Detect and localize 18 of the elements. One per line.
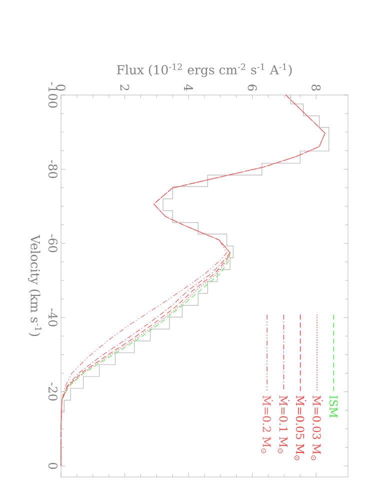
text: Flux (10$^{-12}$ ergs cm$^{-2}$ s$^{-1}$ A$^{-1}$) [116, 63, 292, 78]
text: Ṁ=0.03 M$_{⊙}$ [311, 396, 323, 460]
x-tick-label: 6 [248, 84, 257, 91]
text: Ṁ=0.2 M$_{⊙}$ [261, 396, 273, 454]
text: ISM [330, 396, 338, 418]
x-tick-label: 8 [312, 84, 321, 91]
y-tick-label: -80 [48, 160, 58, 178]
x-tick-label: 4 [184, 84, 193, 91]
x-tick-label: 0 [56, 84, 66, 91]
y-tick-label: -60 [48, 234, 58, 252]
y-axis-title: Velocity (km s$^{-1}$) [28, 234, 42, 336]
x-tick-label: 2 [120, 84, 130, 90]
y-tick-label: -20 [48, 382, 58, 401]
text: Ṁ=0.05 M$_{⊙}$ [294, 396, 306, 460]
y-tick-label: -40 [48, 308, 58, 326]
y-tick-label: 0 [48, 462, 58, 469]
text: Ṁ=0.1 M$_{⊙}$ [278, 396, 290, 454]
y-tick-label: -100 [48, 82, 58, 108]
